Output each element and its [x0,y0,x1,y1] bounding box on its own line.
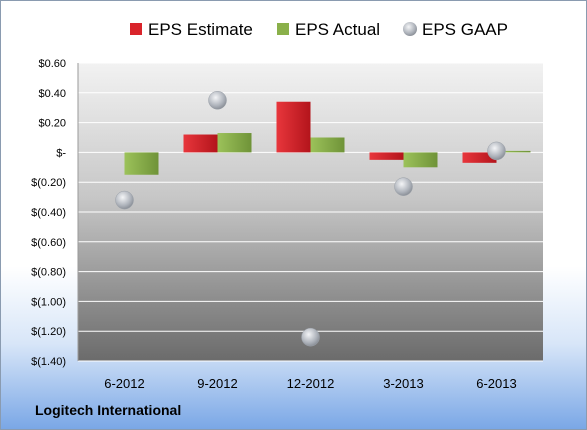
y-tick-label: $(0.60) [31,237,66,249]
y-tick-label: $0.20 [38,118,66,130]
x-tick-label: 6-2013 [476,376,516,391]
y-tick-label: $(0.20) [31,177,66,189]
y-tick-label: $0.40 [38,88,66,100]
y-tick-label: $(0.80) [31,267,66,279]
legend-gaap-label: EPS GAAP [422,20,508,39]
legend-estimate-label: EPS Estimate [148,20,253,39]
legend-estimate-swatch [130,23,142,35]
eps-gaap-point [301,327,320,347]
y-tick-label: $(1.40) [31,356,66,368]
eps-gaap-point [208,91,227,110]
y-tick-label: $(0.40) [31,207,66,219]
eps-actual-bar [310,137,345,153]
eps-estimate-bar [276,101,311,153]
x-tick-label: 6-2012 [104,376,144,391]
eps-actual-bar [496,150,531,153]
eps-estimate-bar [462,152,497,163]
eps-gaap-point [115,190,134,210]
eps-gaap-point [487,141,506,161]
eps-gaap-point [394,177,413,196]
legend-actual-label: EPS Actual [295,20,380,39]
legend-actual-swatch [277,23,289,35]
company-name: Logitech International [35,402,182,418]
x-tick-label: 12-2012 [287,376,335,391]
y-tick-label: $0.60 [38,58,66,70]
y-tick-label: $(1.00) [31,296,66,308]
y-tick-label: $(1.20) [31,326,66,338]
x-tick-label: 3-2013 [383,376,423,391]
legend-gaap-swatch [403,22,417,36]
eps-estimate-bar [183,134,218,153]
eps-actual-bar [403,152,438,168]
eps-actual-bar [217,133,252,153]
eps-actual-bar [124,152,159,175]
y-tick-label: $- [56,147,66,159]
x-tick-label: 9-2012 [197,376,237,391]
eps-estimate-bar [369,152,404,160]
